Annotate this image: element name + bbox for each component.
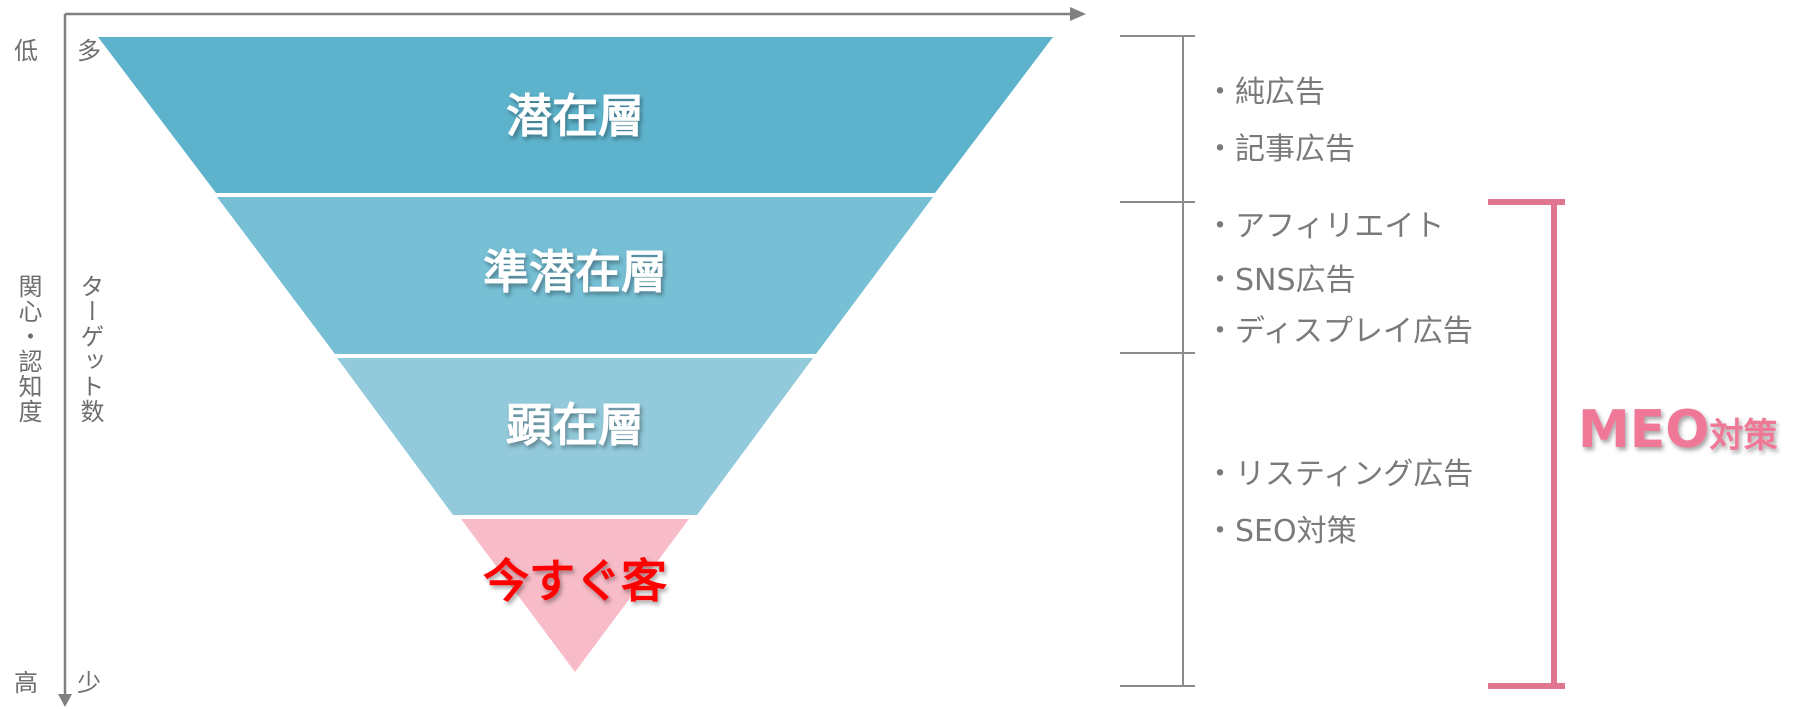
channel-item: ・リスティング広告 <box>1205 457 1473 492</box>
channel-item: ・SEO対策 <box>1205 514 1357 549</box>
meo-label-suffix: 対策 <box>1709 416 1777 456</box>
channel-item: ・アフィリエイト <box>1205 209 1444 244</box>
axes: 低 高 多 少 関心・認知度 ターゲット数 <box>14 7 1086 707</box>
axis-high-label: 高 <box>14 669 38 697</box>
funnel-layer-manifest <box>337 358 813 515</box>
channel-item: ・記事広告 <box>1205 132 1355 167</box>
meo-label-main: MEO <box>1578 400 1709 460</box>
horizontal-axis-arrowhead <box>1070 7 1086 21</box>
channel-bracket <box>1120 35 1195 687</box>
funnel-layer-latent-label: 潜在層 <box>506 89 644 143</box>
axis-few-label: 少 <box>77 669 101 697</box>
axis-many-label: 多 <box>77 37 101 65</box>
channel-item: ・純広告 <box>1205 75 1325 110</box>
channel-list: ・純広告 ・記事広告 ・アフィリエイト ・SNS広告 ・ディスプレイ広告 ・リス… <box>1205 75 1473 549</box>
funnel-layer-semi-latent <box>217 197 933 354</box>
axis-interest-label: 関心・認知度 <box>14 274 42 424</box>
vertical-axis-arrowhead <box>58 694 72 707</box>
funnel-layer-semi-latent-label: 準潜在層 <box>483 245 667 299</box>
funnel-layer-latent <box>98 37 1053 193</box>
axis-low-label: 低 <box>14 37 38 65</box>
funnel-layer-manifest-label: 顕在層 <box>506 398 644 452</box>
axis-target-count-label: ターゲット数 <box>76 274 104 424</box>
funnel-layer-immediate <box>461 519 689 672</box>
meo-bracket: MEO対策 <box>1488 199 1777 689</box>
funnel-layer-immediate-label: 今すぐ客 <box>483 554 667 608</box>
meo-label: MEO対策 <box>1578 400 1777 460</box>
channel-item: ・ディスプレイ広告 <box>1205 314 1473 349</box>
channel-item: ・SNS広告 <box>1205 263 1356 298</box>
funnel: 潜在層 準潜在層 顕在層 今すぐ客 <box>98 37 1053 672</box>
